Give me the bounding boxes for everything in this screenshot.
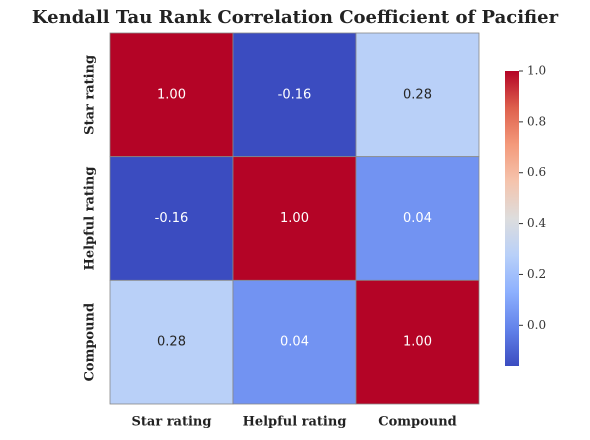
- cell-label: 1.00: [403, 335, 432, 350]
- x-tick-label: Compound: [378, 415, 457, 430]
- heatmap-cell: [109, 279, 234, 405]
- colorbar-tick-label: 0.0: [527, 318, 546, 332]
- heatmap-cell: [355, 156, 480, 281]
- cell-label: 1.00: [280, 211, 309, 226]
- y-tick-label: Helpful rating: [83, 167, 98, 271]
- colorbar-tick-label: 0.6: [527, 165, 546, 179]
- x-tick-label: Star rating: [132, 415, 212, 430]
- heatmap-cell: [355, 279, 480, 405]
- cell-label: 0.28: [157, 335, 186, 350]
- cell-label: 1.00: [157, 87, 186, 102]
- colorbar: [505, 71, 519, 366]
- cell-label: -0.16: [155, 211, 189, 226]
- heatmap-cell: [232, 32, 357, 158]
- cell-label: 0.28: [403, 87, 432, 102]
- y-tick-label: Star rating: [83, 55, 98, 135]
- colorbar-tick-label: 0.4: [527, 216, 546, 230]
- heatmap-cell: [109, 32, 234, 158]
- x-tick-label: Helpful rating: [243, 415, 347, 430]
- cell-label: 0.04: [403, 211, 432, 226]
- y-tick-label: Compound: [83, 303, 98, 382]
- colorbar-tick-label: 0.2: [527, 267, 546, 281]
- colorbar-tick-label: 0.8: [527, 114, 546, 128]
- heatmap-cell: [109, 156, 234, 281]
- cell-label: 0.04: [280, 335, 309, 350]
- heatmap-cell: [355, 32, 480, 158]
- heatmap-cell: [232, 279, 357, 405]
- heatmap-cell: [232, 156, 357, 281]
- cell-label: -0.16: [278, 87, 312, 102]
- colorbar-tick-label: 1.0: [527, 64, 546, 78]
- chart-title: Kendall Tau Rank Correlation Coefficient…: [32, 7, 559, 28]
